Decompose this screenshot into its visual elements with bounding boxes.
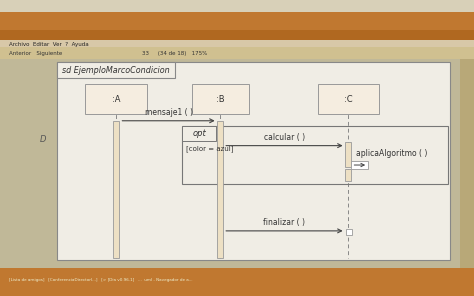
Text: sd EjemploMarcoCondicion: sd EjemploMarcoCondicion — [62, 66, 169, 75]
Text: Anterior   Siguiente: Anterior Siguiente — [9, 51, 63, 56]
Bar — [318, 84, 379, 114]
Text: [color = azul]: [color = azul] — [186, 145, 234, 152]
Text: :B: :B — [216, 95, 225, 104]
Text: :C: :C — [344, 95, 353, 104]
Bar — [345, 142, 351, 167]
Bar — [192, 84, 249, 114]
Bar — [57, 62, 450, 260]
Bar — [0, 30, 474, 41]
Text: Archivo  Editar  Ver  ?  Ayuda: Archivo Editar Ver ? Ayuda — [9, 42, 89, 46]
Bar — [0, 47, 474, 59]
Bar — [113, 121, 119, 258]
Bar — [182, 126, 216, 141]
Bar — [57, 62, 175, 78]
Bar — [217, 121, 224, 258]
Bar — [0, 59, 460, 268]
Text: [Lista de amigos]   [ConferenciaDirectorI...]   [> [Dia v0.96.1]   ...  uml - Na: [Lista de amigos] [ConferenciaDirectorI.… — [9, 279, 193, 282]
Bar — [346, 229, 352, 235]
Text: 33     (34 de 18)   175%: 33 (34 de 18) 175% — [142, 51, 208, 56]
Bar — [0, 268, 474, 296]
Bar — [0, 12, 474, 30]
Text: finalizar ( ): finalizar ( ) — [264, 218, 305, 227]
Text: D: D — [39, 135, 46, 144]
Bar — [85, 84, 147, 114]
Bar — [460, 59, 474, 268]
Bar — [182, 126, 448, 184]
Text: opt: opt — [192, 129, 206, 138]
Text: :A: :A — [112, 95, 120, 104]
Text: calcular ( ): calcular ( ) — [264, 133, 305, 142]
Bar — [0, 40, 474, 48]
Bar — [351, 161, 368, 169]
Text: aplicaAlgoritmo ( ): aplicaAlgoritmo ( ) — [356, 149, 427, 158]
Bar — [345, 169, 351, 181]
Text: mensaje1 ( ): mensaje1 ( ) — [145, 108, 192, 117]
